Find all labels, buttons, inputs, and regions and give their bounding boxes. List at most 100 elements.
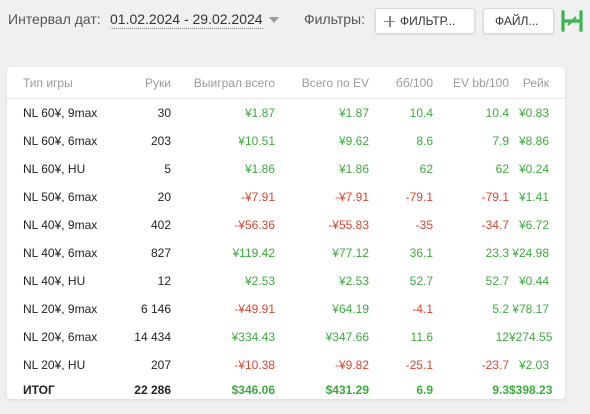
rake-cell: ¥0.44 [518, 274, 549, 288]
rake-cell: ¥274.55 [509, 330, 553, 344]
hands-cell: 30 [157, 106, 171, 120]
bb100-cell: 8.6 [416, 134, 433, 148]
hands-cell: 22 286 [134, 383, 171, 397]
hands-cell: 5 [164, 162, 171, 176]
filter-button[interactable]: ФИЛЬТР... [375, 8, 475, 34]
ev-total-cell: ¥347.66 [325, 330, 369, 344]
ev-bb100-cell: 52.7 [485, 274, 509, 288]
hands-cell: 207 [150, 358, 171, 372]
ev-bb100-cell: 12 [495, 330, 509, 344]
column-header-won-total[interactable]: Выиграл всего [171, 67, 275, 99]
rake-cell: ¥24.98 [512, 246, 549, 260]
won-total-cell: ¥1.86 [244, 162, 275, 176]
bb100-cell: 36.1 [409, 246, 433, 260]
table-row[interactable]: NL 60¥, HU 5 ¥1.86 ¥1.86 62 62 ¥0.24 [7, 155, 565, 183]
table-row[interactable]: NL 20¥, 9max 6 146 -¥49.91 ¥64.19 -4.1 5.2 ¥78… [7, 295, 565, 323]
column-header-hands[interactable]: Руки [115, 67, 171, 99]
ev-total-cell: $431.29 [325, 383, 369, 397]
table-total-row[interactable]: ИТОГ 22 286 $346.06 $431.29 6.9 9.3 $398.23 [7, 379, 565, 401]
hands-cell: 203 [150, 134, 171, 148]
table-row[interactable]: NL 50¥, 6max 20 -¥7.91 -¥7.91 -79.1 -79.1 ¥1.4… [7, 183, 565, 211]
ev-total-cell: -¥9.82 [334, 358, 369, 372]
ev-total-cell: ¥77.12 [332, 246, 369, 260]
ev-bb100-cell: 9.3 [492, 383, 509, 397]
table-row[interactable]: NL 20¥, 6max 14 434 ¥334.43 ¥347.66 11.6 12 ¥2… [7, 323, 565, 351]
column-header-rake[interactable]: Рейк [509, 67, 565, 99]
stats-table: Тип игры Руки Выиграл всего Всего по EV … [7, 67, 565, 401]
hands-cell: 14 434 [134, 330, 171, 344]
hands-cell: 827 [150, 246, 171, 260]
game-type-cell: ИТОГ [23, 383, 55, 397]
hands-cell: 20 [157, 190, 171, 204]
ev-bb100-cell: 62 [495, 162, 509, 176]
ev-total-cell: -¥55.83 [328, 218, 369, 232]
bb100-cell: 11.6 [410, 330, 433, 344]
hands-cell: 402 [150, 218, 171, 232]
hands-cell: 12 [157, 274, 171, 288]
ev-bb100-cell: -34.7 [481, 218, 509, 232]
game-type-cell: NL 40¥, 6max [23, 246, 98, 260]
ev-total-cell: ¥64.19 [332, 302, 369, 316]
date-interval-label: Интервал дат: [8, 11, 101, 27]
ev-bb100-cell: 23.3 [485, 246, 509, 260]
hands-cell: 6 146 [140, 302, 171, 316]
chevron-down-icon[interactable] [269, 17, 279, 23]
bb100-cell: 6.9 [416, 383, 433, 397]
bb100-cell: 10.4 [409, 106, 433, 120]
rake-cell: ¥6.72 [518, 218, 549, 232]
table-row[interactable]: NL 40¥, HU 12 ¥2.53 ¥2.53 52.7 52.7 ¥0.44 [7, 267, 565, 295]
ev-total-cell: ¥9.62 [338, 134, 369, 148]
column-header-game-type[interactable]: Тип игры [7, 67, 115, 99]
game-type-cell: NL 40¥, HU [23, 274, 86, 288]
filters-label: Фильтры: [304, 11, 365, 27]
table-row[interactable]: NL 20¥, HU 207 -¥10.38 -¥9.82 -25.1 -23.7 ¥2.0… [7, 351, 565, 379]
game-type-cell: NL 60¥, 9max [23, 106, 98, 120]
bb100-cell: 52.7 [409, 274, 433, 288]
game-type-cell: NL 20¥, 6max [23, 330, 98, 344]
won-total-cell: ¥119.42 [232, 246, 276, 260]
ev-bb100-cell: -79.1 [481, 190, 509, 204]
column-header-ev-total[interactable]: Всего по EV [275, 67, 369, 99]
table-row[interactable]: NL 40¥, 6max 827 ¥119.42 ¥77.12 36.1 23.3 ¥24.… [7, 239, 565, 267]
rake-cell: ¥78.17 [512, 302, 549, 316]
rake-cell: ¥0.24 [518, 162, 549, 176]
won-total-cell: ¥2.53 [244, 274, 275, 288]
ev-bb100-cell: -23.7 [481, 358, 509, 372]
game-type-cell: NL 60¥, HU [23, 162, 86, 176]
column-header-ev-bb100[interactable]: EV bb/100 [433, 67, 509, 99]
ev-bb100-cell: 5.2 [492, 302, 509, 316]
ev-total-cell: ¥1.86 [338, 162, 369, 176]
stats-card: Тип игры Руки Выиграл всего Всего по EV … [7, 67, 565, 399]
bb100-cell: -79.1 [405, 190, 433, 204]
ev-total-cell: ¥1.87 [338, 106, 369, 120]
file-button-label: ФАЙЛ... [495, 14, 539, 28]
ev-total-cell: -¥7.91 [334, 190, 369, 204]
ev-bb100-cell: 7.9 [492, 134, 509, 148]
rake-cell: ¥8.86 [518, 134, 549, 148]
bb100-cell: -25.1 [405, 358, 433, 372]
file-button[interactable]: ФАЙЛ... [483, 8, 554, 34]
table-row[interactable]: NL 40¥, 9max 402 -¥56.36 -¥55.83 -35 -34.7 ¥6.… [7, 211, 565, 239]
column-header-bb100[interactable]: бб/100 [369, 67, 433, 99]
bb100-cell: 62 [419, 162, 433, 176]
won-total-cell: -¥49.91 [234, 302, 275, 316]
date-range-picker[interactable]: 01.02.2024 - 29.02.2024 [110, 11, 263, 29]
won-total-cell: ¥334.43 [231, 330, 275, 344]
ev-total-cell: ¥2.53 [338, 274, 369, 288]
game-type-cell: NL 60¥, 6max [23, 134, 98, 148]
table-row[interactable]: NL 60¥, 9max 30 ¥1.87 ¥1.87 10.4 10.4 ¥0.83 [7, 99, 565, 128]
game-type-cell: NL 50¥, 6max [23, 190, 98, 204]
bb100-cell: -4.1 [412, 302, 433, 316]
table-header-row: Тип игры Руки Выиграл всего Всего по EV … [7, 67, 565, 99]
rake-cell: $398.23 [509, 383, 553, 397]
table-row[interactable]: NL 60¥, 6max 203 ¥10.51 ¥9.62 8.6 7.9 ¥8.86 [7, 127, 565, 155]
toolbar: Интервал дат: 01.02.2024 - 29.02.2024 Фи… [0, 0, 590, 44]
won-total-cell: ¥1.87 [244, 106, 275, 120]
hm-logo-icon[interactable] [560, 10, 584, 32]
plus-icon [384, 15, 395, 27]
game-type-cell: NL 20¥, HU [23, 358, 86, 372]
won-total-cell: ¥10.51 [238, 134, 275, 148]
ev-bb100-cell: 10.4 [485, 106, 509, 120]
bb100-cell: -35 [415, 218, 433, 232]
won-total-cell: -¥7.91 [240, 190, 275, 204]
